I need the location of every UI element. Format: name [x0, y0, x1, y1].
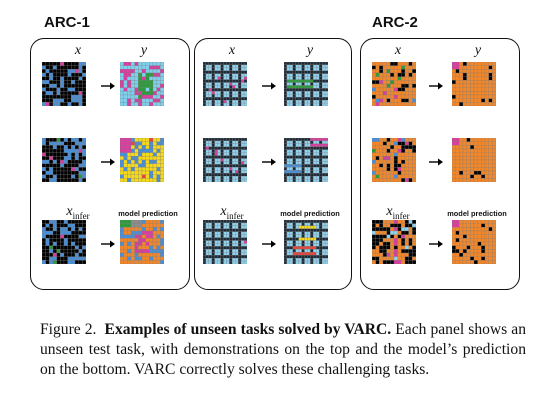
grid-arc2-r3-y: [452, 220, 496, 264]
model-prediction-label-a: model prediction: [118, 209, 178, 218]
grid-cells: [284, 138, 328, 182]
grid-cells: [42, 62, 86, 106]
grid-cells: [42, 138, 86, 182]
caption-figure-number: Figure 2.: [40, 321, 97, 338]
arc1-header: ARC-1: [44, 14, 90, 31]
arc1-panel-a: [30, 38, 190, 290]
grid-arc1a-r3-y: [120, 220, 164, 264]
grid-arc1a-r1-x: [42, 62, 86, 106]
grid-cells: [284, 62, 328, 106]
grid-cells: [120, 62, 164, 106]
label-y-a: y: [140, 43, 148, 58]
grid-arc1a-r1-y: [120, 62, 164, 106]
arrow-right-icon: [429, 82, 443, 90]
label-xinfer-a: xinfer: [66, 204, 90, 221]
arc2-header: ARC-2: [372, 14, 418, 31]
grid-cells: [372, 220, 416, 264]
model-prediction-label-c: model prediction: [447, 209, 507, 218]
arrow-right-icon: [262, 82, 276, 90]
grid-cells: [203, 220, 247, 264]
grid-cells: [372, 138, 416, 182]
grid-arc1b-r1-x: [203, 62, 247, 106]
arrow-right-icon: [101, 158, 115, 166]
grid-arc1b-r1-y: [284, 62, 328, 106]
arrow-right-icon: [262, 158, 276, 166]
arrow-right-icon: [262, 240, 276, 248]
grid-arc1b-r3-y: [284, 220, 328, 264]
arc1-panel-b: [194, 38, 352, 290]
grid-arc1b-r2-x: [203, 138, 247, 182]
grid-cells: [120, 220, 164, 264]
grid-cells: [120, 138, 164, 182]
grid-arc1b-r2-y: [284, 138, 328, 182]
grid-cells: [452, 138, 496, 182]
grid-cells: [452, 62, 496, 106]
label-xinfer-c: xinfer: [386, 204, 410, 221]
grid-arc1a-r2-y: [120, 138, 164, 182]
arrow-right-icon: [101, 82, 115, 90]
label-x-b: x: [228, 43, 236, 58]
label-y-b: y: [306, 43, 314, 58]
grid-arc1a-r2-x: [42, 138, 86, 182]
arrow-right-icon: [101, 240, 115, 248]
grid-arc2-r1-y: [452, 62, 496, 106]
grid-arc2-r2-x: [372, 138, 416, 182]
arrow-right-icon: [429, 158, 443, 166]
grid-arc1a-r3-x: [42, 220, 86, 264]
grid-cells: [452, 220, 496, 264]
figure-caption: Figure 2. Examples of unseen tasks solve…: [40, 320, 526, 380]
grid-arc1b-r3-x: [203, 220, 247, 264]
grid-cells: [42, 220, 86, 264]
model-prediction-label-b: model prediction: [280, 209, 340, 218]
grid-cells: [284, 220, 328, 264]
arc2-panel: [360, 38, 520, 290]
label-xinfer-b: xinfer: [220, 204, 244, 221]
grid-cells: [203, 138, 247, 182]
label-y-c: y: [474, 43, 482, 58]
grid-arc2-r2-y: [452, 138, 496, 182]
label-x-c: x: [394, 43, 402, 58]
grid-cells: [203, 62, 247, 106]
caption-title: Examples of unseen tasks solved by VARC.: [104, 321, 392, 338]
label-x-a: x: [74, 43, 82, 58]
arrow-right-icon: [429, 240, 443, 248]
grid-arc2-r3-x: [372, 220, 416, 264]
caption-body: Each panel shows an unseen test task, wi…: [40, 321, 527, 378]
grid-cells: [372, 62, 416, 106]
grid-arc2-r1-x: [372, 62, 416, 106]
